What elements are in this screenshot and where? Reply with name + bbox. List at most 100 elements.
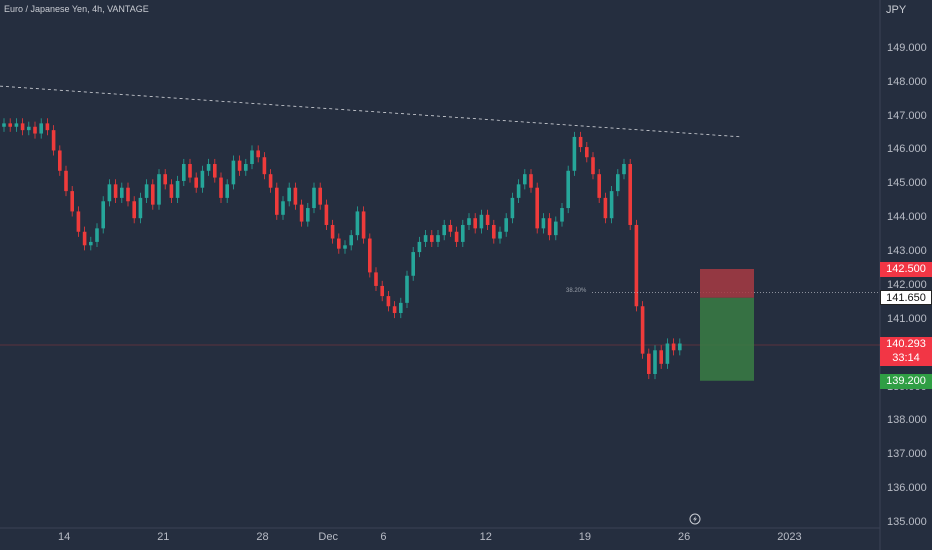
candle-body[interactable] (268, 174, 273, 188)
candle-body[interactable] (138, 197, 143, 219)
candle-body[interactable] (578, 136, 583, 148)
candle-body[interactable] (281, 201, 285, 215)
candle-body[interactable] (454, 231, 459, 242)
candle-body[interactable] (479, 214, 484, 229)
candle-body[interactable] (219, 177, 223, 198)
candle-body[interactable] (467, 218, 471, 225)
candle-body[interactable] (275, 187, 279, 215)
candle-body[interactable] (411, 252, 415, 276)
candle-body[interactable] (120, 187, 124, 198)
candle-body[interactable] (442, 224, 446, 236)
candle-body[interactable] (299, 204, 304, 222)
candle-body[interactable] (27, 126, 31, 131)
candle-body[interactable] (616, 174, 620, 192)
candle-body[interactable] (640, 306, 645, 354)
candle-body[interactable] (244, 164, 248, 171)
candle-body[interactable] (45, 123, 50, 131)
candle-body[interactable] (51, 130, 56, 151)
candle-body[interactable] (126, 187, 130, 202)
candle-body[interactable] (448, 224, 453, 232)
candle-body[interactable] (609, 191, 614, 219)
candle-body[interactable] (523, 174, 527, 185)
candle-body[interactable] (392, 306, 397, 314)
candle-body[interactable] (405, 275, 409, 303)
candle-body[interactable] (671, 343, 676, 351)
candle-body[interactable] (82, 231, 87, 246)
candle-body[interactable] (386, 296, 391, 307)
candle-body[interactable] (330, 224, 335, 239)
candle-body[interactable] (144, 184, 149, 198)
candle-body[interactable] (653, 350, 657, 374)
candle-body[interactable] (361, 211, 366, 239)
candle-body[interactable] (374, 272, 378, 286)
candle-body[interactable] (417, 241, 422, 253)
candle-body[interactable] (566, 170, 570, 209)
candle-body[interactable] (182, 164, 186, 181)
candle-body[interactable] (547, 218, 552, 236)
candle-body[interactable] (14, 123, 19, 127)
candle-body[interactable] (225, 184, 229, 198)
candle-body[interactable] (659, 350, 663, 364)
candle-body[interactable] (237, 160, 242, 171)
candle-body[interactable] (58, 150, 62, 171)
candle-body[interactable] (498, 231, 502, 239)
candle-body[interactable] (175, 180, 180, 198)
candle-body[interactable] (20, 123, 25, 131)
candle-body[interactable] (318, 187, 322, 205)
candle-body[interactable] (343, 245, 347, 249)
candle-body[interactable] (473, 218, 477, 229)
candle-body[interactable] (113, 184, 118, 198)
candle-body[interactable] (535, 187, 539, 229)
candle-body[interactable] (516, 184, 521, 198)
candle-body[interactable] (423, 235, 428, 242)
candle-body[interactable] (107, 184, 112, 202)
candle-body[interactable] (529, 174, 533, 188)
candle-body[interactable] (597, 174, 601, 198)
candle-body[interactable] (368, 238, 372, 273)
candle-body[interactable] (634, 224, 639, 307)
stop-loss-zone[interactable] (700, 269, 754, 298)
candle-body[interactable] (70, 191, 74, 212)
candle-body[interactable] (510, 197, 515, 219)
candle-body[interactable] (76, 211, 81, 232)
candle-body[interactable] (399, 302, 403, 314)
candle-body[interactable] (95, 228, 99, 242)
candle-body[interactable] (678, 343, 682, 351)
candle-body[interactable] (485, 214, 490, 225)
candle-body[interactable] (585, 147, 589, 158)
candle-body[interactable] (89, 241, 93, 246)
candle-body[interactable] (262, 157, 267, 175)
candle-body[interactable] (324, 204, 329, 225)
candle-body[interactable] (163, 174, 167, 185)
candle-body[interactable] (355, 211, 360, 236)
candle-body[interactable] (628, 164, 632, 225)
candle-body[interactable] (213, 164, 217, 178)
candle-body[interactable] (188, 164, 192, 178)
candle-body[interactable] (256, 150, 260, 158)
candle-body[interactable] (64, 170, 68, 192)
candle-body[interactable] (349, 235, 353, 246)
trendline[interactable] (0, 85, 743, 138)
candle-body[interactable] (603, 197, 608, 219)
candle-body[interactable] (572, 136, 577, 171)
candle-body[interactable] (101, 201, 105, 229)
candle-body[interactable] (293, 187, 298, 205)
lightning-icon[interactable] (689, 513, 701, 525)
candle-body[interactable] (151, 184, 155, 205)
candle-body[interactable] (461, 224, 465, 242)
candle-body[interactable] (560, 208, 564, 222)
candle-body[interactable] (436, 235, 440, 242)
candle-body[interactable] (231, 160, 236, 185)
candle-body[interactable] (39, 123, 43, 134)
candle-body[interactable] (504, 218, 508, 232)
candle-body[interactable] (337, 238, 341, 249)
candle-body[interactable] (8, 123, 12, 127)
candle-body[interactable] (33, 126, 37, 134)
candle-body[interactable] (287, 187, 291, 202)
candle-body[interactable] (430, 235, 434, 242)
candle-body[interactable] (541, 218, 546, 229)
candle-body[interactable] (647, 353, 651, 374)
candle-body[interactable] (206, 164, 211, 171)
candle-body[interactable] (194, 177, 198, 188)
